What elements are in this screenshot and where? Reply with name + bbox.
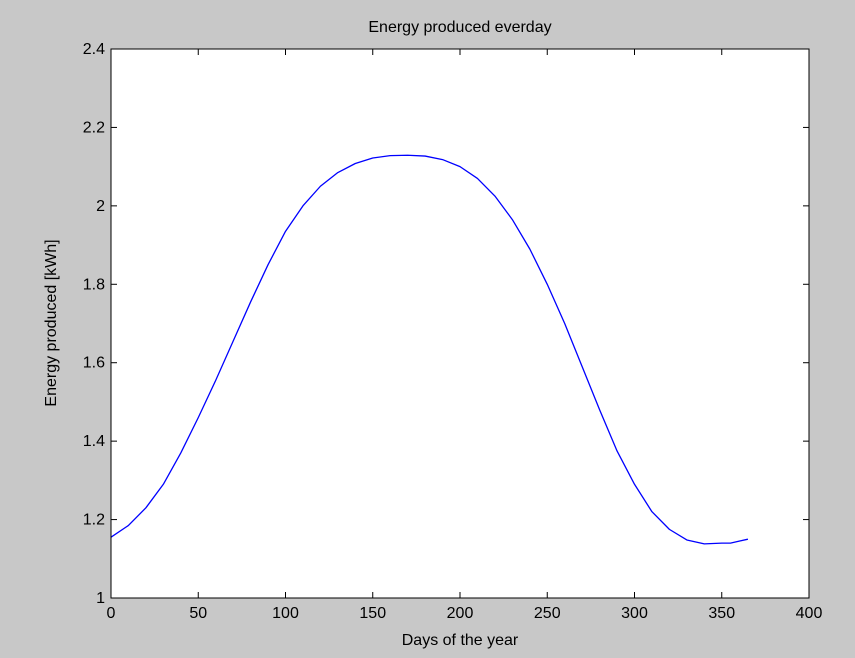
y-tick-label: 1.6 [83,355,105,372]
series-line [110,154,749,545]
x-tick-label: 150 [359,605,386,622]
x-tick-label: 300 [621,605,648,622]
y-tick-label: 2.4 [83,41,105,58]
axis-ticks: 0 50 100 150 200 250 300 350 400 1 1.2 1.4 1.6 1.8 2 2.… [83,41,823,622]
y-tick-label: 1.8 [83,276,105,293]
x-tick-label: 0 [107,605,116,622]
chart-title: Energy produced everday [368,19,551,36]
x-tick-label: 400 [796,605,823,622]
x-tick-label: 100 [272,605,299,622]
x-tick-label: 50 [189,605,207,622]
x-axis-label: Days of the year [402,632,519,649]
y-tick-label: 2 [96,198,105,215]
x-tick-label: 250 [534,605,561,622]
plot-area [111,49,809,598]
y-tick-label: 2.2 [83,119,105,136]
data-series [110,154,749,545]
x-tick-label: 350 [708,605,735,622]
y-tick-label: 1.4 [83,433,105,450]
y-axis-label: Energy produced [kWh] [43,239,60,406]
x-tick-label: 200 [447,605,474,622]
plot-frame [110,48,810,599]
y-tick-label: 1 [96,590,105,607]
y-tick-label: 1.2 [83,512,105,529]
